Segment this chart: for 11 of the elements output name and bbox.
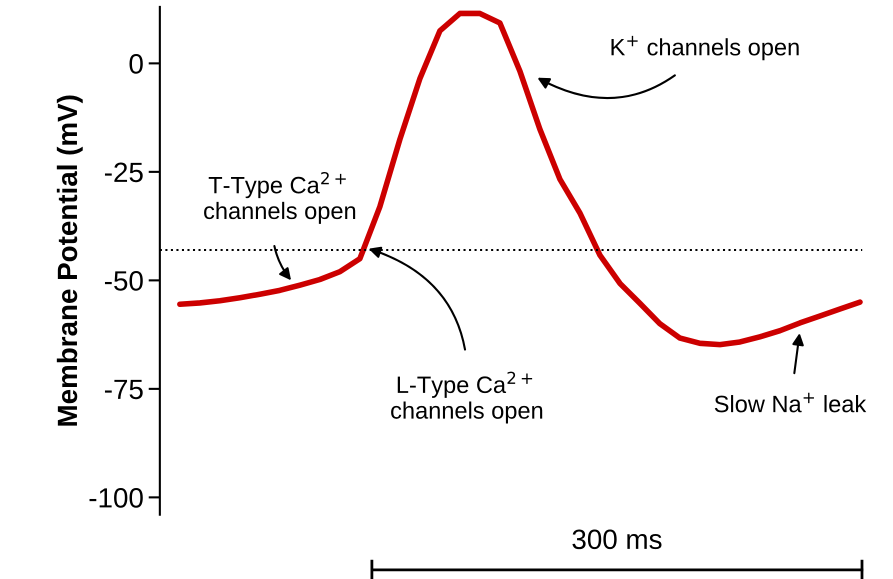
annotation: L-Type Ca$^{2+}$ channels open — [391, 372, 542, 424]
y-tick-label: 0 — [130, 54, 143, 74]
y-tick-label: -25 — [104, 162, 143, 182]
y-axis-title: Membrane Potential (mV) — [56, 96, 83, 426]
annotation: Slow Na$^{+}$ leak — [714, 392, 866, 412]
y-tick-label: -100 — [90, 488, 143, 508]
y-tick-label: -50 — [104, 271, 143, 291]
annotation: K$^{+}$ channels open — [612, 36, 799, 60]
annotation: T-Type Ca$^{2+}$ channels open — [204, 172, 356, 224]
y-tick-label: -75 — [104, 380, 143, 400]
text: 300 ms — [572, 530, 662, 550]
